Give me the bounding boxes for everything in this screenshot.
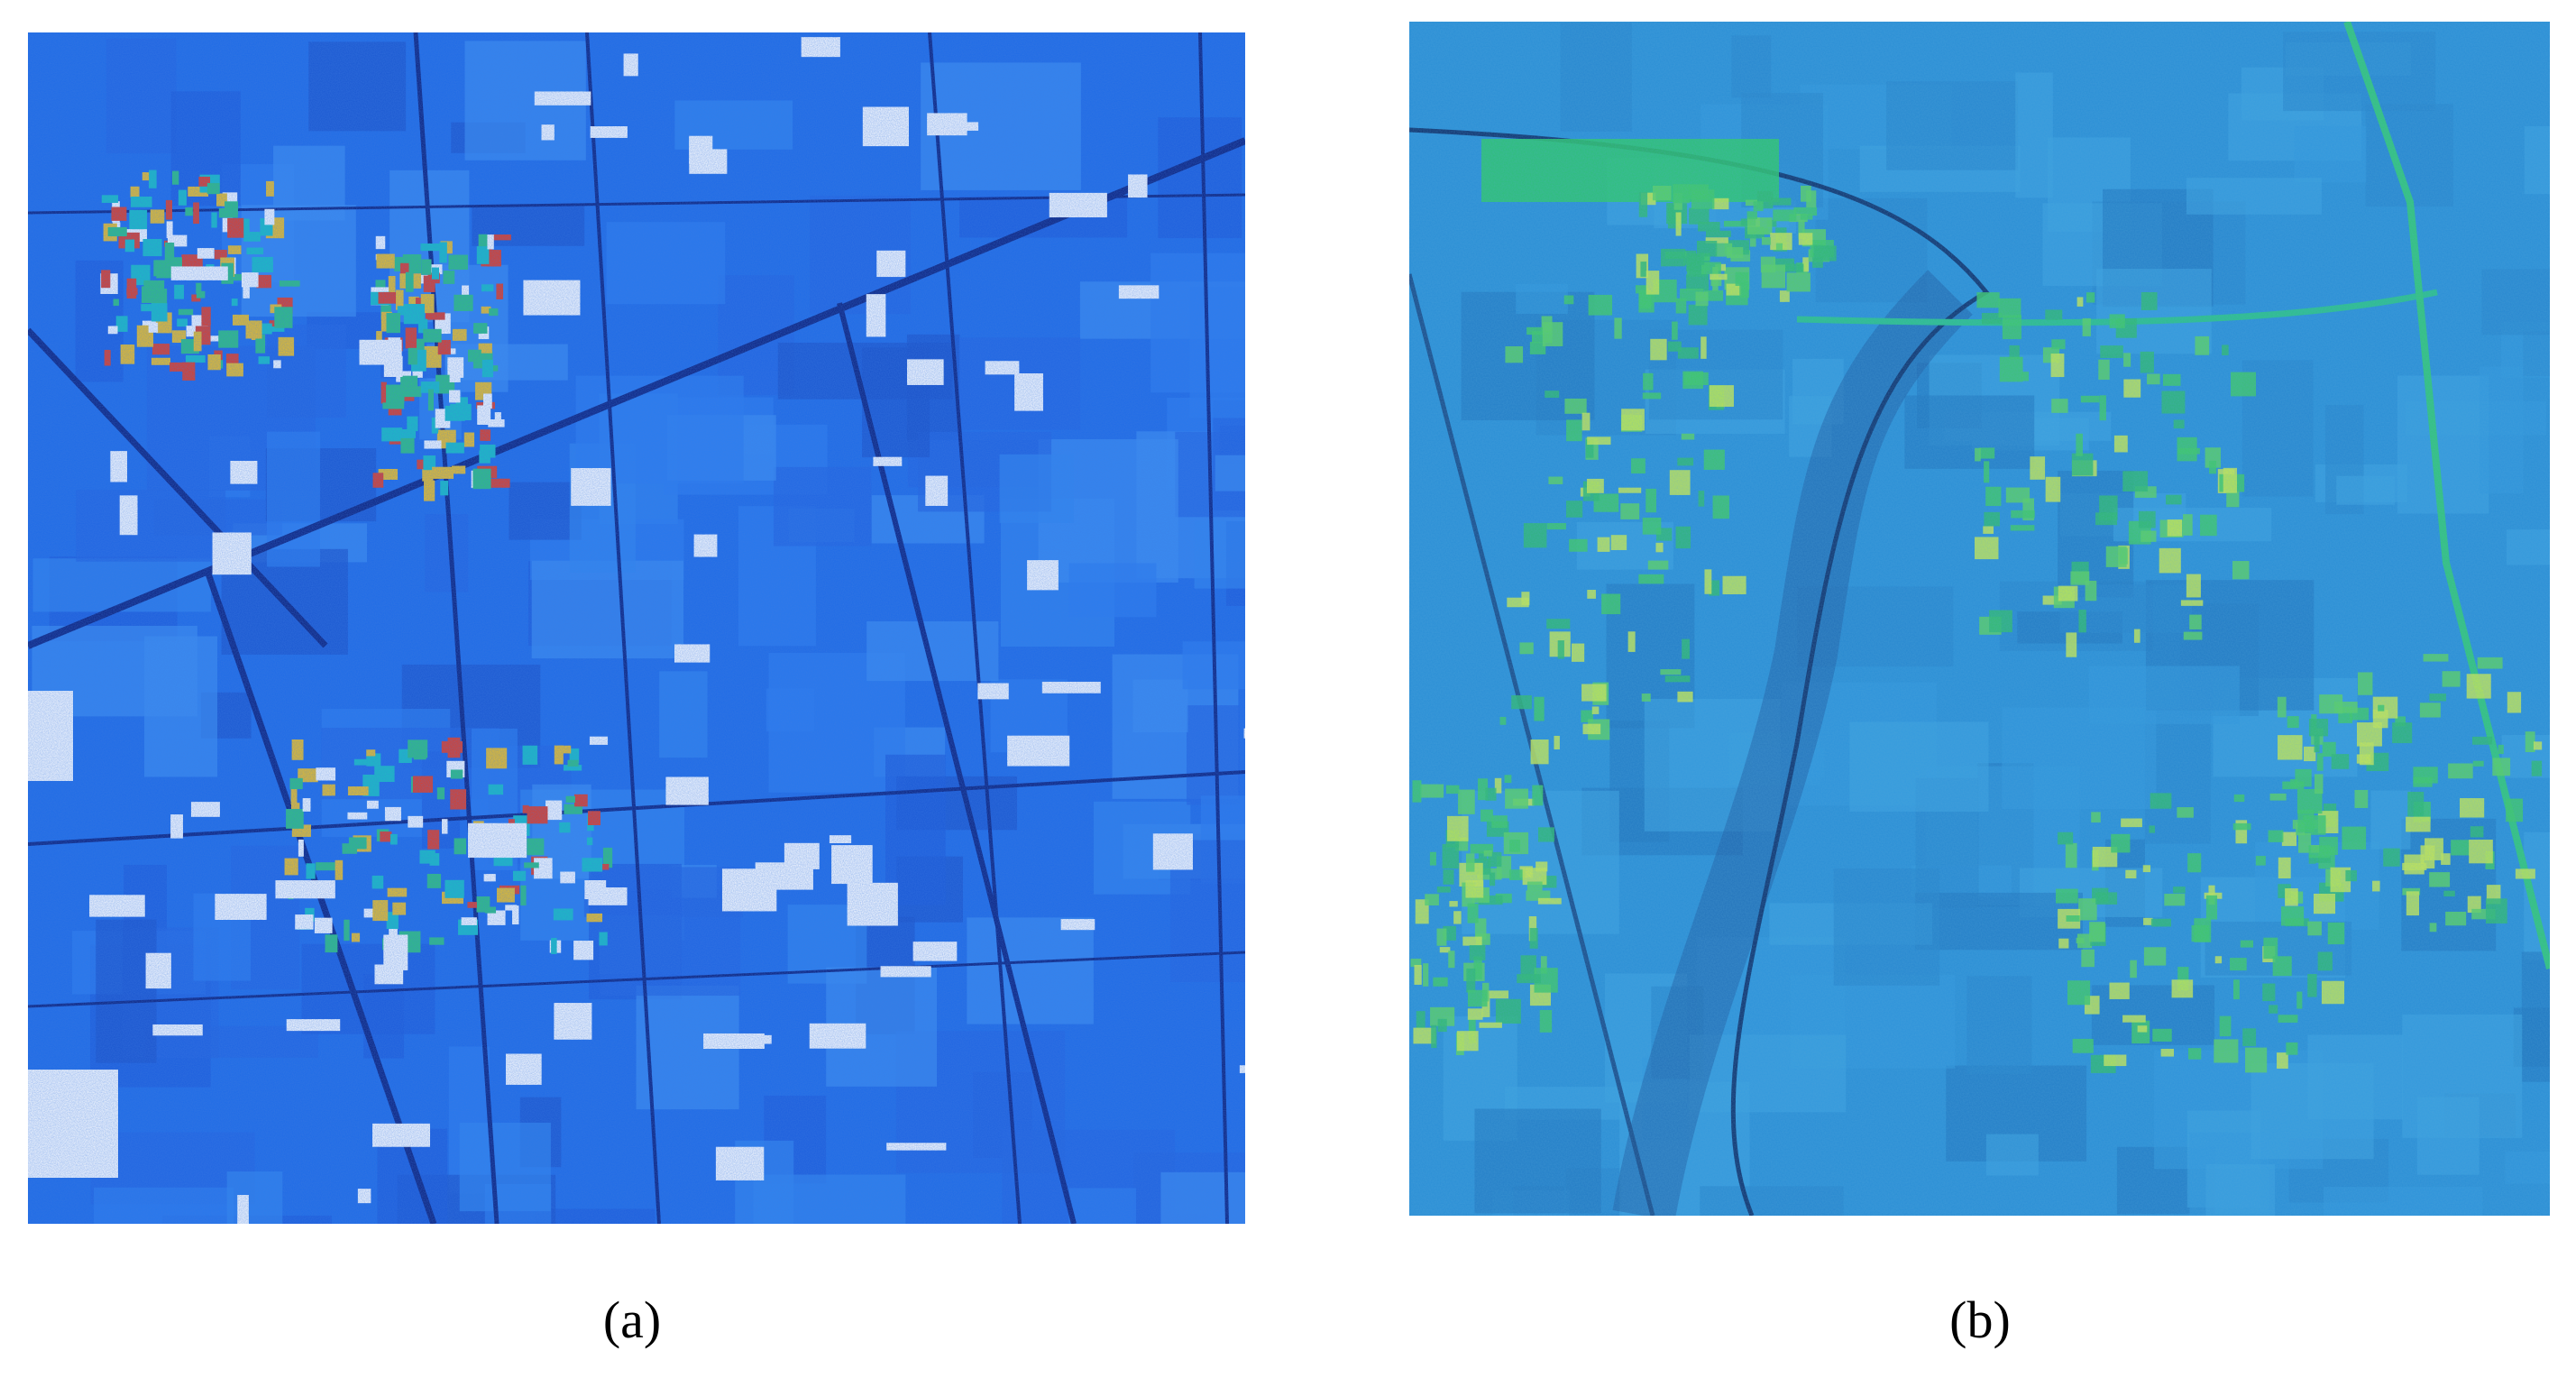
noise (28, 32, 1245, 1224)
noise (1409, 22, 2550, 1216)
panel-label: (a) (602, 1291, 662, 1349)
panel-b-image (1409, 22, 2550, 1216)
panel-a-image (28, 32, 1245, 1224)
panel-label: (b) (1949, 1291, 2011, 1349)
